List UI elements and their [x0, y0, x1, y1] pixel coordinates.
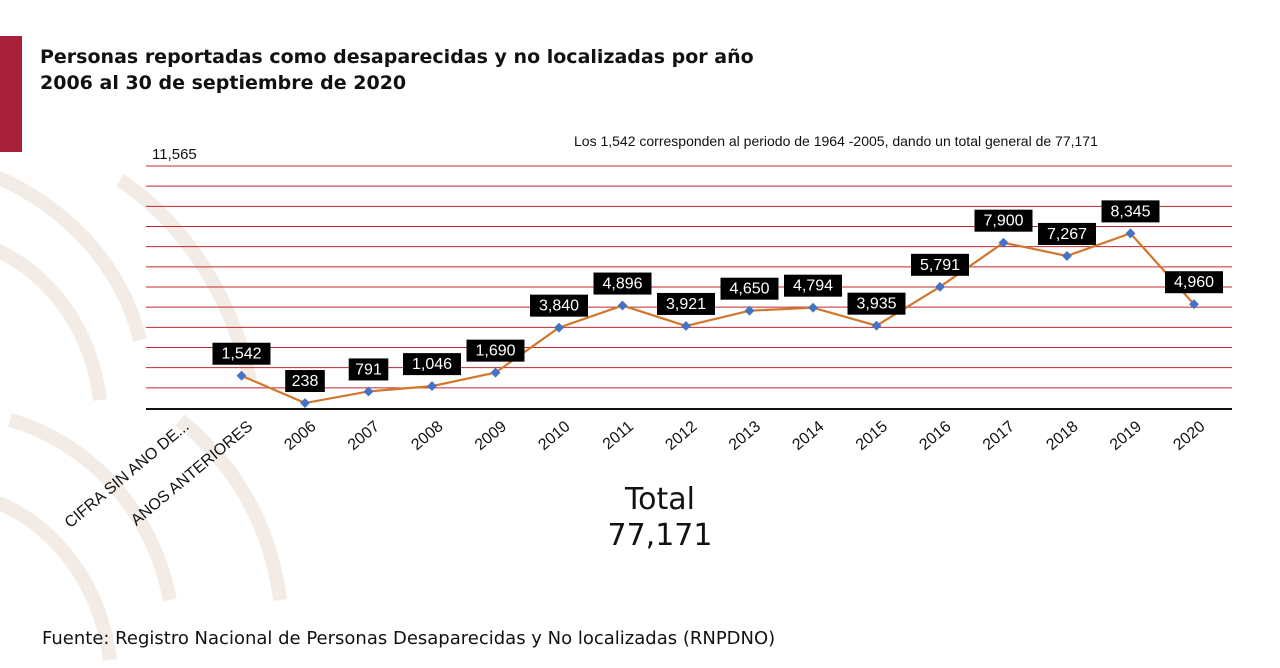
data-label: 8,345 — [1110, 203, 1150, 220]
data-point — [871, 320, 882, 331]
x-tick-label: 2009 — [472, 418, 510, 454]
data-label-box — [1101, 200, 1160, 223]
data-point — [1062, 250, 1072, 261]
data-label: 791 — [355, 361, 382, 378]
total-block: Total 77,171 — [560, 482, 760, 554]
x-tick-label: 2017 — [980, 418, 1018, 454]
source-note: Fuente: Registro Nacional de Personas De… — [42, 628, 776, 649]
data-label: 3,921 — [666, 296, 706, 313]
data-label: 238 — [292, 373, 319, 390]
x-tick-label: 2013 — [726, 418, 764, 454]
x-tick-label: 2011 — [600, 418, 637, 453]
data-label-box — [212, 342, 271, 365]
title-line-1: Personas reportadas como desaparecidas y… — [40, 46, 754, 68]
total-label: Total — [624, 482, 696, 517]
data-point — [490, 367, 501, 378]
data-label-box — [593, 272, 652, 295]
data-label-box — [974, 209, 1033, 232]
data-label: 5,791 — [920, 257, 960, 274]
data-label-box — [348, 358, 389, 381]
x-tick-label: 2007 — [345, 418, 383, 454]
data-point — [617, 300, 628, 311]
data-label-box — [911, 253, 969, 276]
data-point — [554, 322, 564, 333]
data-point — [681, 321, 691, 331]
data-point — [808, 302, 818, 313]
data-label: 7,267 — [1047, 226, 1087, 243]
data-point — [363, 386, 374, 397]
chart-note: Los 1,542 corresponden al periodo de 196… — [574, 133, 1098, 149]
x-tick-label: 2018 — [1043, 418, 1081, 454]
x-tick-label: 2008 — [408, 418, 446, 454]
data-label-box — [530, 294, 588, 317]
data-point — [744, 305, 755, 316]
data-label: 1,690 — [475, 343, 515, 360]
data-label-box — [784, 274, 842, 297]
data-label: 1,046 — [412, 356, 452, 373]
data-label: 3,840 — [539, 298, 579, 315]
data-label: 4,960 — [1174, 274, 1214, 291]
x-tick-label: 2020 — [1170, 418, 1208, 454]
data-point — [427, 381, 437, 392]
x-tick-label: CIFRA SIN ANO DE... — [62, 418, 193, 532]
data-label: 4,896 — [602, 276, 642, 293]
data-label-box — [466, 339, 525, 362]
chart-title: Personas reportadas como desaparecidas y… — [40, 44, 754, 96]
data-label: 4,650 — [729, 281, 769, 298]
x-tick-label: ANOS ANTERIORES — [128, 418, 256, 529]
x-tick-label: 2019 — [1107, 418, 1145, 454]
data-point — [935, 281, 945, 292]
data-point — [1189, 299, 1199, 310]
title-line-2: 2006 al 30 de septiembre de 2020 — [40, 72, 407, 94]
data-label-box — [657, 292, 715, 315]
data-label-box — [403, 353, 461, 376]
data-label-box — [285, 370, 325, 393]
x-tick-label: 2015 — [853, 418, 891, 454]
x-tick-label: 2010 — [535, 418, 573, 454]
accent-bar — [0, 36, 22, 152]
data-point — [236, 370, 247, 381]
data-label: 4,794 — [793, 278, 833, 295]
data-label-box — [1038, 222, 1096, 245]
x-tick-label: 2006 — [281, 418, 319, 454]
x-tick-label: 2012 — [662, 418, 700, 454]
total-value: 77,171 — [607, 518, 713, 553]
data-label: 7,900 — [983, 213, 1023, 230]
data-point — [1125, 228, 1136, 239]
data-label-box — [847, 292, 906, 315]
data-point — [300, 398, 310, 408]
y-axis-max-label: 11,565 — [152, 146, 197, 163]
x-tick-label: 2016 — [916, 418, 954, 454]
data-label: 3,935 — [856, 296, 896, 313]
data-label-box — [1165, 271, 1223, 294]
data-label: 1,542 — [221, 346, 261, 363]
data-point — [998, 237, 1009, 248]
x-tick-label: 2014 — [789, 418, 827, 454]
data-label-box — [720, 277, 779, 300]
series-line — [241, 232, 1195, 405]
